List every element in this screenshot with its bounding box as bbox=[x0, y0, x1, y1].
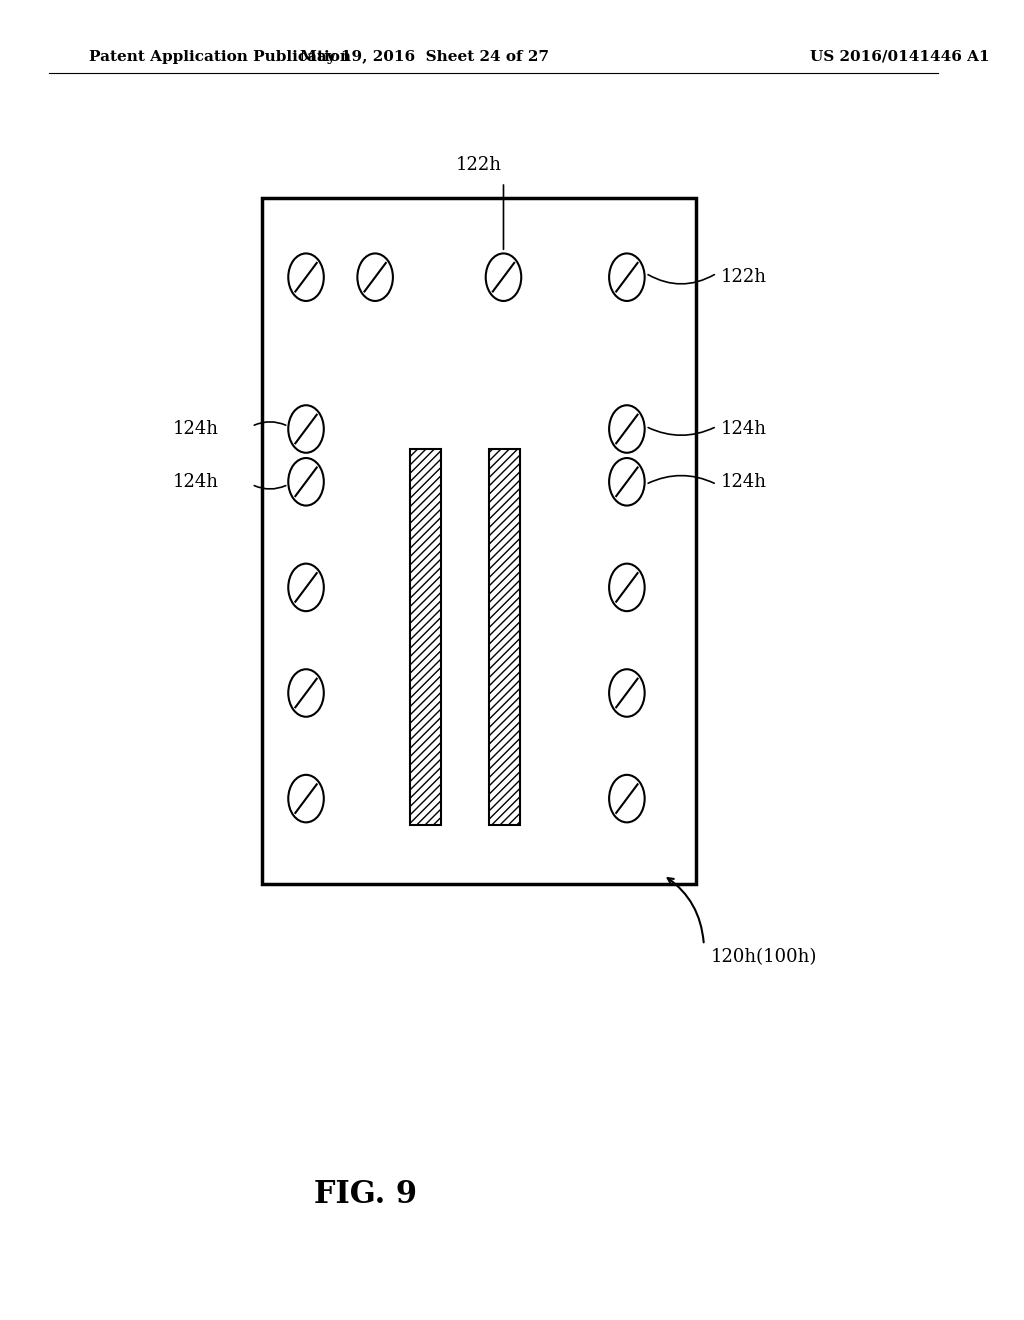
Text: 124h: 124h bbox=[173, 473, 219, 491]
Circle shape bbox=[609, 775, 645, 822]
Circle shape bbox=[485, 253, 521, 301]
Text: FIG. 9: FIG. 9 bbox=[313, 1179, 417, 1210]
Circle shape bbox=[289, 405, 324, 453]
Text: US 2016/0141446 A1: US 2016/0141446 A1 bbox=[810, 50, 989, 63]
Circle shape bbox=[609, 669, 645, 717]
Circle shape bbox=[289, 253, 324, 301]
Circle shape bbox=[609, 253, 645, 301]
Text: 124h: 124h bbox=[173, 420, 219, 438]
Text: May 19, 2016  Sheet 24 of 27: May 19, 2016 Sheet 24 of 27 bbox=[300, 50, 549, 63]
Circle shape bbox=[609, 405, 645, 453]
Circle shape bbox=[289, 564, 324, 611]
Text: Patent Application Publication: Patent Application Publication bbox=[89, 50, 351, 63]
Circle shape bbox=[289, 458, 324, 506]
Bar bbox=[261, 198, 696, 884]
Circle shape bbox=[357, 253, 393, 301]
Circle shape bbox=[289, 669, 324, 717]
Bar bbox=[410, 449, 441, 825]
Text: 122h: 122h bbox=[456, 156, 502, 174]
Circle shape bbox=[609, 458, 645, 506]
Text: 124h: 124h bbox=[721, 420, 767, 438]
Circle shape bbox=[609, 564, 645, 611]
Bar bbox=[488, 449, 520, 825]
Text: 124h: 124h bbox=[721, 473, 767, 491]
Text: 122h: 122h bbox=[721, 268, 767, 286]
Text: 120h(100h): 120h(100h) bbox=[711, 948, 817, 966]
Circle shape bbox=[289, 775, 324, 822]
